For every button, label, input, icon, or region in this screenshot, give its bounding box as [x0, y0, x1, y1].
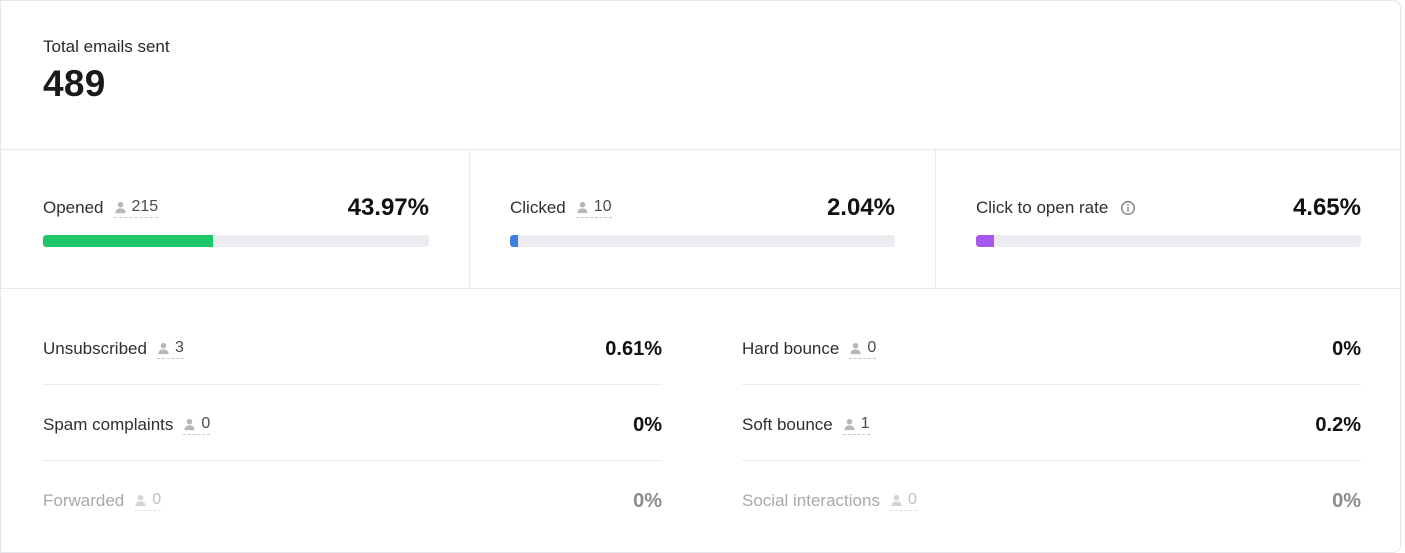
- detail-label: Unsubscribed: [43, 339, 147, 358]
- person-icon: [184, 418, 195, 430]
- detail-percent: 0%: [1332, 489, 1361, 512]
- progress-fill: [510, 235, 519, 247]
- metric-label: Click to open rate: [976, 198, 1109, 217]
- row-divider: [742, 460, 1361, 461]
- row-divider: [43, 384, 662, 385]
- soft-bounce-count[interactable]: 1: [842, 415, 870, 435]
- detail-percent: 0.2%: [1315, 413, 1361, 436]
- count-value: 0: [152, 491, 162, 508]
- progress-bar: [976, 235, 1361, 247]
- count-value: 3: [174, 339, 184, 356]
- metric-click-to-open-rate: Click to open rate 4.65%: [976, 191, 1361, 251]
- total-value: 489: [43, 63, 106, 104]
- forwarded-count: 0: [134, 491, 162, 511]
- detail-percent: 0.61%: [605, 337, 662, 360]
- count-value: 0: [867, 339, 877, 356]
- metric-opened: Opened 215 43.97%: [43, 191, 429, 251]
- detail-row-spam-complaints: Spam complaints 0 0%: [43, 387, 662, 463]
- detail-row-unsubscribed: Unsubscribed 3 0.61%: [43, 311, 662, 387]
- person-icon: [135, 494, 146, 506]
- person-icon: [850, 342, 861, 354]
- detail-percent: 0%: [1332, 337, 1361, 360]
- metric-label: Clicked: [510, 198, 566, 217]
- detail-row-forwarded: Forwarded 0 0%: [43, 463, 662, 539]
- detail-label: Social interactions: [742, 491, 880, 510]
- count-value: 0: [907, 491, 917, 508]
- person-icon: [114, 201, 126, 213]
- detail-row-soft-bounce: Soft bounce 1 0.2%: [742, 387, 1361, 463]
- row-divider: [742, 384, 1361, 385]
- social-interactions-count: 0: [889, 491, 917, 511]
- divider: [935, 150, 936, 289]
- count-value: 1: [860, 415, 870, 432]
- clicked-count[interactable]: 10: [575, 198, 612, 218]
- info-icon[interactable]: [1120, 200, 1136, 216]
- total-label: Total emails sent: [43, 37, 170, 56]
- unsubscribed-count[interactable]: 3: [156, 339, 184, 359]
- metric-label: Opened: [43, 198, 104, 217]
- person-icon: [891, 494, 902, 506]
- metric-percent: 43.97%: [347, 194, 429, 221]
- opened-count[interactable]: 215: [113, 198, 159, 218]
- detail-row-social-interactions: Social interactions 0 0%: [742, 463, 1361, 539]
- person-icon: [158, 342, 169, 354]
- hard-bounce-count[interactable]: 0: [849, 339, 877, 359]
- detail-label: Soft bounce: [742, 415, 833, 434]
- divider: [1, 288, 1400, 289]
- row-divider: [43, 460, 662, 461]
- count-value: 215: [131, 198, 159, 215]
- detail-label: Hard bounce: [742, 339, 840, 358]
- metric-percent: 2.04%: [826, 194, 895, 221]
- person-icon: [844, 418, 855, 430]
- divider: [469, 150, 470, 289]
- metric-percent: 4.65%: [1292, 194, 1361, 221]
- progress-fill: [43, 235, 213, 247]
- total-emails-sent: Total emails sent 489: [43, 37, 170, 105]
- detail-label: Spam complaints: [43, 415, 174, 434]
- count-value: 0: [201, 415, 211, 432]
- spam-complaints-count[interactable]: 0: [183, 415, 211, 435]
- divider: [1, 149, 1400, 150]
- progress-fill: [976, 235, 994, 247]
- metric-clicked: Clicked 10 2.04%: [510, 191, 895, 251]
- detail-label: Forwarded: [43, 491, 125, 510]
- count-value: 10: [593, 198, 612, 215]
- progress-bar: [510, 235, 895, 247]
- detail-percent: 0%: [633, 489, 662, 512]
- detail-percent: 0%: [633, 413, 662, 436]
- detail-row-hard-bounce: Hard bounce 0 0%: [742, 311, 1361, 387]
- progress-bar: [43, 235, 429, 247]
- person-icon: [577, 201, 588, 213]
